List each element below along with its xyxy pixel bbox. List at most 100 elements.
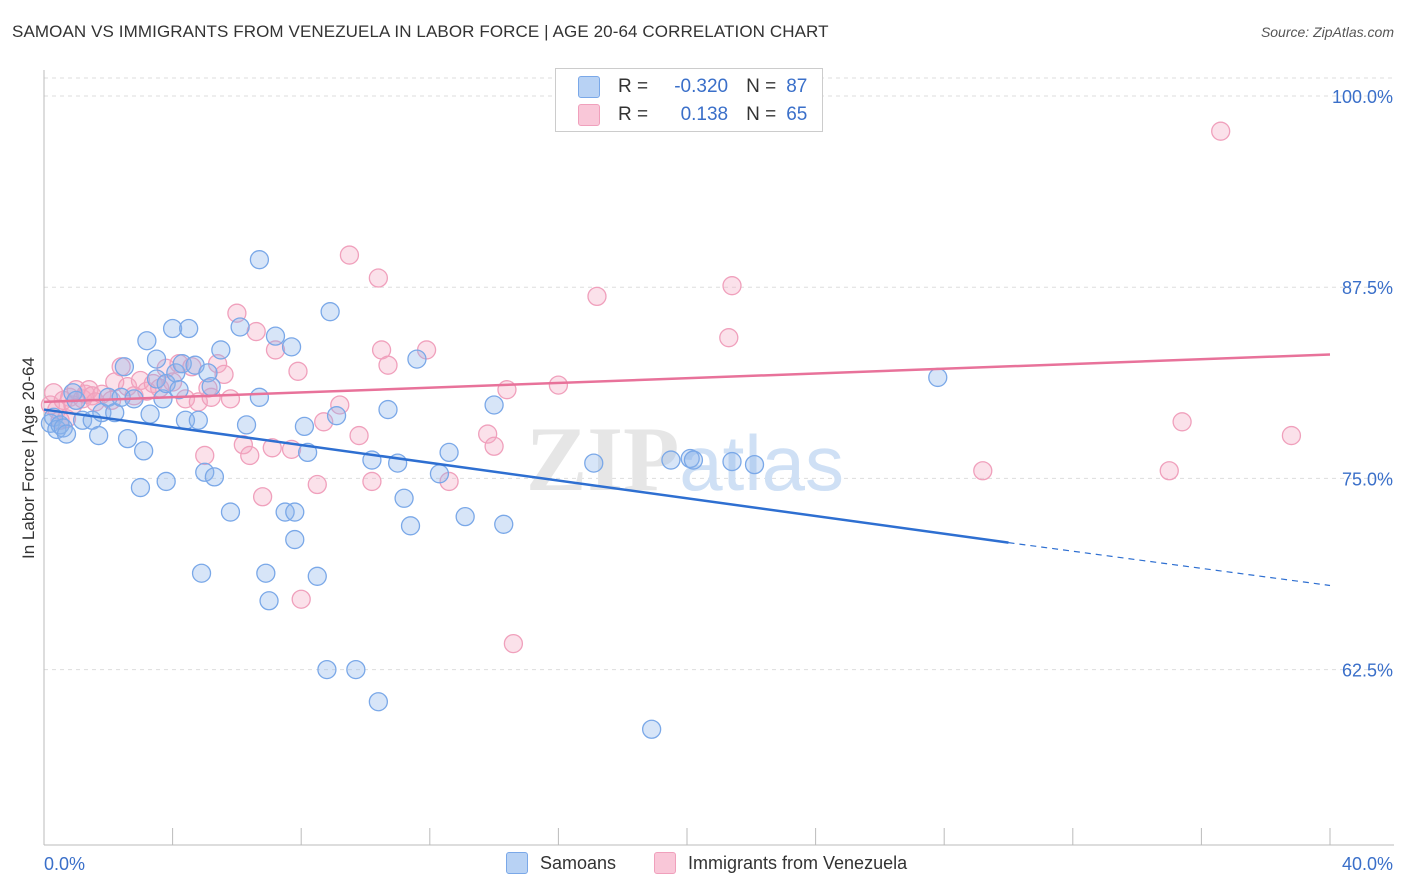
axes <box>43 70 1394 846</box>
n-label: N = <box>746 76 777 97</box>
samoans-point <box>146 369 167 389</box>
source-label: Source: ZipAtlas.com <box>1260 24 1394 40</box>
venezuela-point <box>288 361 308 381</box>
venezuela-point <box>1172 412 1192 432</box>
legend-item-samoans[interactable]: Samoans <box>506 852 616 874</box>
r-value: -0.320 <box>674 76 729 97</box>
samoans-point <box>297 442 318 463</box>
samoans-point <box>140 404 160 424</box>
samoans-point <box>294 416 315 437</box>
samoans-point <box>256 563 276 583</box>
samoans-point <box>722 451 742 472</box>
samoans-point <box>368 692 389 712</box>
venezuela-point <box>719 328 739 348</box>
venezuela-point <box>307 474 327 495</box>
venezuela-point <box>195 445 215 466</box>
venezuela-point <box>233 435 253 455</box>
venezuela-point <box>214 364 234 385</box>
venezuela-point <box>439 471 459 492</box>
trend-lines <box>43 353 1331 587</box>
samoans-point <box>195 462 215 482</box>
venezuela-point <box>503 633 524 654</box>
legend-row-samoans: R = -0.320 N = 87 <box>578 73 807 101</box>
samoans-point <box>439 442 459 463</box>
y-tick-label: 75.0% <box>1342 469 1393 489</box>
samoans-point <box>326 406 347 426</box>
venezuela-point <box>1159 461 1179 481</box>
venezuela-point <box>368 268 389 288</box>
tick-labels: 100.0% 87.5% 75.0% 62.5% 0.0% 40.0% <box>44 87 1393 874</box>
samoans-point <box>191 563 212 583</box>
samoans-point <box>455 506 475 527</box>
venezuela-point <box>262 438 282 458</box>
samoans-point <box>641 719 662 739</box>
samoans-point <box>137 331 157 351</box>
correlation-legend: R = -0.320 N = 87 R = 0.138 N = 65 <box>555 68 823 132</box>
samoans-point <box>169 380 189 400</box>
samoans-point <box>204 467 225 487</box>
samoans-point <box>117 428 138 449</box>
samoans-point <box>146 349 167 369</box>
samoans-point <box>394 488 414 508</box>
venezuela-point <box>246 321 266 342</box>
samoans-point <box>211 340 231 360</box>
samoans-point <box>179 318 199 339</box>
x-tick-label: 0.0% <box>44 854 85 874</box>
samoans-point <box>285 529 305 550</box>
samoans-point <box>378 399 398 420</box>
samoans-point <box>130 477 151 498</box>
samoans-point <box>56 424 77 444</box>
samoans-point <box>259 591 279 611</box>
x-tick-label: 40.0% <box>1342 854 1393 874</box>
venezuela-point <box>240 445 260 466</box>
n-value: 87 <box>786 76 808 97</box>
samoans-point <box>134 441 154 461</box>
samoans-point <box>584 453 604 473</box>
y-axis-label: In Labor Force | Age 20-64 <box>19 357 38 559</box>
r-label: R = <box>618 104 649 125</box>
samoans-point <box>156 471 176 492</box>
y-tick-label: 62.5% <box>1342 661 1393 681</box>
grid-lines <box>44 77 1394 671</box>
venezuela-swatch <box>654 852 676 874</box>
samoans-point <box>249 250 270 270</box>
samoans-point <box>484 395 504 415</box>
samoans-point <box>307 566 327 586</box>
samoans-point <box>407 349 427 369</box>
samoans-point <box>661 450 681 470</box>
samoans-point <box>220 502 241 522</box>
venezuela-point <box>548 375 569 395</box>
samoans-point <box>230 317 250 337</box>
r-label: R = <box>618 76 649 97</box>
samoans-point <box>494 514 514 534</box>
venezuela-trend-line <box>43 353 1331 404</box>
venezuela-point <box>330 395 350 415</box>
venezuela-point <box>252 487 273 507</box>
venezuela-point <box>362 471 382 492</box>
watermark: ZIPatlas <box>526 408 844 510</box>
venezuela-point <box>722 276 742 296</box>
venezuela-point <box>478 424 498 444</box>
legend-item-venezuela[interactable]: Immigrants from Venezuela <box>654 852 907 874</box>
samoans-point <box>317 659 337 680</box>
venezuela-swatch <box>578 104 600 126</box>
samoans-point <box>281 337 302 357</box>
legend-label-venezuela: Immigrants from Venezuela <box>688 852 908 873</box>
samoans-point <box>162 318 183 339</box>
venezuela-point <box>484 436 504 456</box>
samoans-point <box>285 502 305 522</box>
y-tick-label: 100.0% <box>1332 87 1393 107</box>
legend-row-venezuela: R = 0.138 N = 65 <box>578 101 807 129</box>
n-label: N = <box>746 104 777 125</box>
venezuela-point <box>973 461 993 481</box>
y-tick-label: 87.5% <box>1342 278 1393 298</box>
venezuela-point <box>349 425 369 446</box>
venezuela-point <box>1281 425 1302 446</box>
samoans-point <box>201 376 221 397</box>
samoans-point <box>249 387 270 407</box>
venezuela-point <box>220 389 241 409</box>
samoans-point <box>928 367 948 388</box>
venezuela-point <box>1211 121 1231 141</box>
samoans-point <box>265 326 286 346</box>
